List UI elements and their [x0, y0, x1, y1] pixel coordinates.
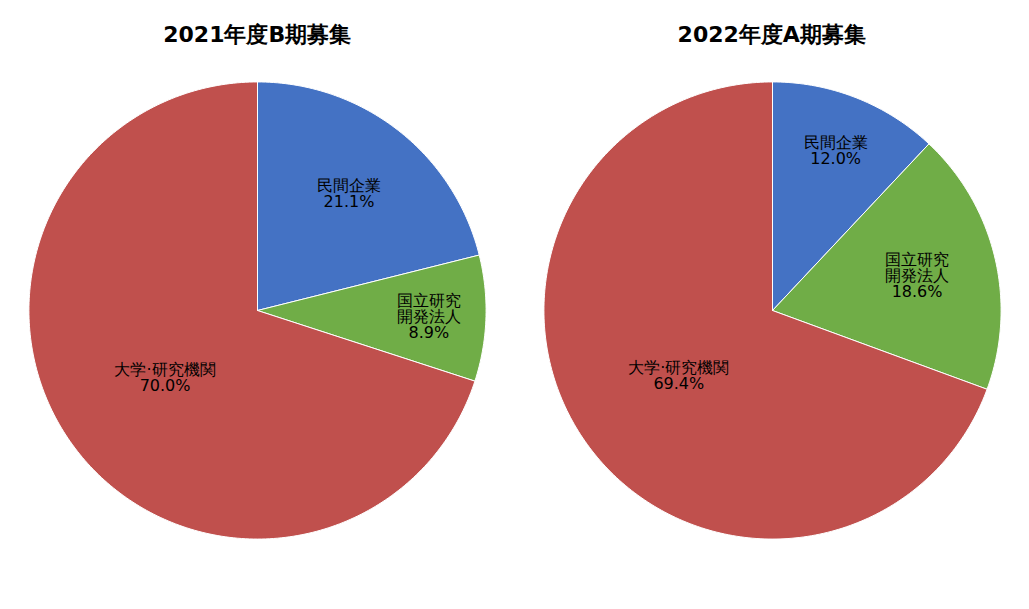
svg-text:国立研究開発法人18.6%: 国立研究開発法人18.6%: [885, 250, 949, 301]
html-text:2022年度A期募集: 2022年度A期募集: [677, 22, 866, 47]
svg-text:民間企業12.0%: 民間企業12.0%: [803, 133, 867, 168]
svg-text:国立研究開発法人8.9%: 国立研究開発法人8.9%: [397, 291, 461, 342]
svg-text:民間企業21.1%: 民間企業21.1%: [317, 176, 381, 211]
svg-text:大学·研究機関69.4%: 大学·研究機関69.4%: [628, 358, 729, 393]
html-text:2021年度B期募集: 2021年度B期募集: [163, 22, 352, 47]
svg-text:大学·研究機関70.0%: 大学·研究機関70.0%: [115, 360, 216, 395]
